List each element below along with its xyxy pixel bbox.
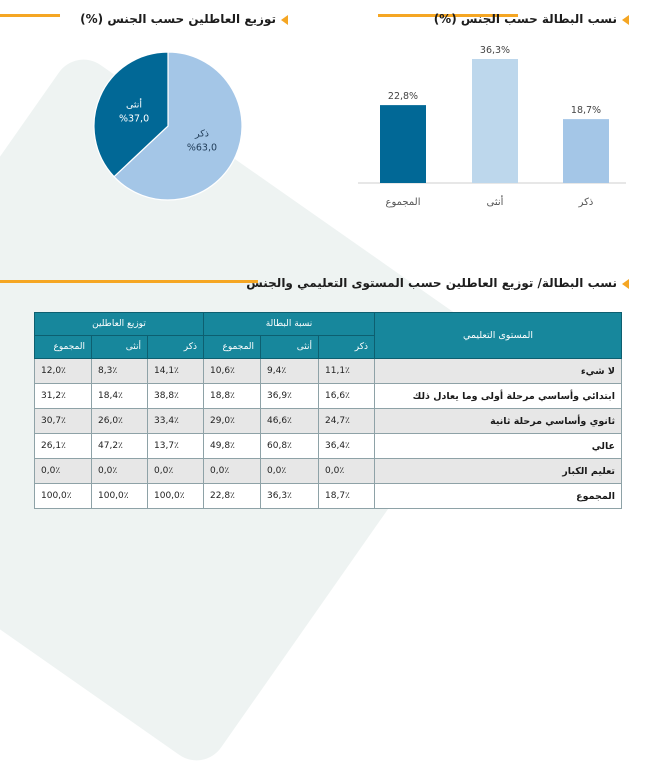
table-cell: 100,0٪ [91, 483, 148, 509]
row-label: ابتدائي وأساسي مرحلة أولى وما يعادل ذلك [374, 383, 623, 409]
bar [380, 105, 426, 183]
bar-data-label: 18,7% [571, 105, 601, 116]
table-cell: 18,4٪ [91, 383, 148, 409]
table-cell: 11,1٪ [318, 358, 376, 384]
table-title: نسب البطالة/ توزيع العاطلين حسب المستوى … [246, 276, 617, 290]
table-cell: 0,0٪ [91, 458, 148, 484]
pie-slice [113, 51, 243, 201]
table-cell: 8,3٪ [91, 358, 148, 384]
table-row: تعليم الكبار 0,0٪ 0,0٪ 0,0٪ 0,0٪ 0,0٪ 0,… [34, 458, 623, 484]
title-marker-icon [281, 14, 288, 25]
title-marker-icon [622, 278, 629, 289]
pie-slice [93, 51, 169, 178]
title-marker-icon [622, 14, 629, 25]
table-cell: 18,8٪ [202, 383, 262, 409]
table-cell: 100,0٪ [34, 483, 92, 509]
bar-chart: 22,8% المجموع 36,3% أنثى 18,7% ذكر [358, 45, 626, 208]
table-cell: 26,0٪ [91, 408, 148, 434]
table-cell: 33,4٪ [147, 408, 204, 434]
unemployment-rate-header: نسبة البطالة [202, 312, 376, 336]
row-label: المجموع [374, 483, 623, 509]
pie-chart: ذكر %63,0 أنثى %37,0 [93, 51, 243, 201]
bar-chart-title-row: نسب البطالة حسب الجنس (%) [434, 12, 629, 26]
table-row: ثانوي وأساسي مرحلة ثانية 24,7٪ 46,6٪ 29,… [34, 408, 623, 434]
row-label: لا شيء [374, 358, 623, 384]
row-label: تعليم الكبار [374, 458, 623, 484]
bar-data-label: 36,3% [480, 45, 510, 56]
education-table: المستوى التعليمي نسبة البطالة توزيع العا… [34, 312, 623, 509]
table-cell: 30,7٪ [34, 408, 92, 434]
table-cell: 14,1٪ [147, 358, 204, 384]
table-row: لا شيء 11,1٪ 9,4٪ 10,6٪ 14,1٪ 8,3٪ 12,0٪ [34, 358, 623, 384]
table-cell: 18,7٪ [318, 483, 376, 509]
table-cell: 49,8٪ [202, 433, 262, 459]
table-cell: 0,0٪ [34, 458, 92, 484]
table-cell: 26,1٪ [34, 433, 92, 459]
table-cell: 24,7٪ [318, 408, 376, 434]
edu-header: المستوى التعليمي [374, 312, 623, 359]
table-title-row: نسب البطالة/ توزيع العاطلين حسب المستوى … [246, 276, 629, 290]
table-title-rule [0, 280, 258, 283]
table-cell: 29,0٪ [202, 408, 262, 434]
table-cell: 0,0٪ [318, 458, 376, 484]
total-header: المجموع [34, 335, 92, 359]
table-row: المجموع 18,7٪ 36,3٪ 22,8٪ 100,0٪ 100,0٪ … [34, 483, 623, 509]
table-cell: 31,2٪ [34, 383, 92, 409]
male-header: ذكر [147, 335, 204, 359]
table-cell: 36,9٪ [260, 383, 320, 409]
bar-category-label: المجموع [386, 197, 421, 208]
table-row: ابتدائي وأساسي مرحلة أولى وما يعادل ذلك … [34, 383, 623, 409]
table-cell: 12,0٪ [34, 358, 92, 384]
table-cell: 0,0٪ [202, 458, 262, 484]
table-cell: 0,0٪ [147, 458, 204, 484]
male-header: ذكر [318, 335, 376, 359]
row-label: عالي [374, 433, 623, 459]
female-header: أنثى [260, 335, 320, 359]
bar [563, 119, 609, 183]
bar-category-label: ذكر [578, 197, 594, 208]
table-cell: 60,8٪ [260, 433, 320, 459]
table-cell: 13,7٪ [147, 433, 204, 459]
table-cell: 10,6٪ [202, 358, 262, 384]
education-table-wrap: المستوى التعليمي نسبة البطالة توزيع العا… [34, 312, 623, 509]
pie-chart-title-row: توزيع العاطلين حسب الجنس (%) [80, 12, 288, 26]
table-cell: 0,0٪ [260, 458, 320, 484]
table-cell: 16,6٪ [318, 383, 376, 409]
table-cell: 36,3٪ [260, 483, 320, 509]
table-cell: 36,4٪ [318, 433, 376, 459]
table-cell: 22,8٪ [202, 483, 262, 509]
table-cell: 38,8٪ [147, 383, 204, 409]
female-header: أنثى [91, 335, 148, 359]
unemployed-distribution-header: توزيع العاطلين [34, 312, 204, 336]
table-cell: 9,4٪ [260, 358, 320, 384]
bar [472, 59, 518, 183]
pie-slice-value: %37,0 [119, 113, 149, 124]
pie-slice-label: ذكر [194, 129, 209, 140]
pie-title-rule [0, 14, 60, 17]
bar-title-rule [378, 14, 518, 17]
table-cell: 100,0٪ [147, 483, 204, 509]
bar-data-label: 22,8% [388, 91, 418, 102]
pie-chart-title: توزيع العاطلين حسب الجنس (%) [80, 12, 276, 26]
table-cell: 47,2٪ [91, 433, 148, 459]
total-header: المجموع [202, 335, 262, 359]
bar-category-label: أنثى [487, 195, 504, 208]
bar-chart-title: نسب البطالة حسب الجنس (%) [433, 12, 617, 26]
pie-slice-label: أنثى [126, 97, 142, 110]
table-row: عالي 36,4٪ 60,8٪ 49,8٪ 13,7٪ 47,2٪ 26,1٪ [34, 433, 623, 459]
pie-slice-value: %63,0 [187, 143, 217, 154]
row-label: ثانوي وأساسي مرحلة ثانية [374, 408, 623, 434]
table-cell: 46,6٪ [260, 408, 320, 434]
